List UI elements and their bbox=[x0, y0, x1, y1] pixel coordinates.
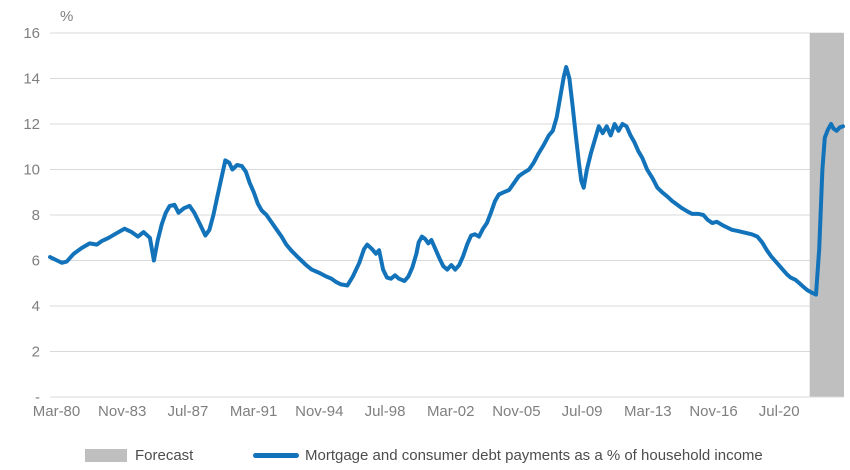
x-tick-label: Nov-94 bbox=[295, 403, 343, 420]
x-tick-label: Nov-83 bbox=[98, 403, 146, 420]
y-tick-label: 8 bbox=[32, 207, 40, 224]
x-tick-label: Jul-20 bbox=[759, 403, 800, 420]
y-tick-label: 4 bbox=[32, 298, 40, 315]
y-tick-label: 6 bbox=[32, 253, 40, 270]
forecast-swatch bbox=[85, 448, 127, 462]
y-tick-label: - bbox=[35, 389, 40, 406]
y-tick-label: 10 bbox=[23, 162, 40, 179]
y-axis-unit-label: % bbox=[60, 8, 74, 25]
series-legend-label: Mortgage and consumer debt payments as a… bbox=[305, 446, 763, 464]
debt-payments-line-chart: 16 14 12 10 8 6 4 2 -Mar-80 Nov-83 Jul-87 Mar-91 Nov… bbox=[23, 25, 845, 420]
debt-payments-line bbox=[48, 65, 845, 297]
x-tick-label: Nov-16 bbox=[689, 403, 737, 420]
y-tick-label: 16 bbox=[23, 25, 40, 42]
legend-item-series: Mortgage and consumer debt payments as a… bbox=[253, 440, 763, 470]
legend-item-forecast: Forecast bbox=[85, 440, 193, 470]
series-line-swatch bbox=[253, 452, 299, 458]
y-tick-label: 12 bbox=[23, 116, 40, 133]
x-tick-label: Jul-09 bbox=[562, 403, 603, 420]
legend: Forecast Mortgage and consumer debt paym… bbox=[0, 440, 850, 470]
x-tick-label: Jul-87 bbox=[167, 403, 208, 420]
forecast-legend-label: Forecast bbox=[135, 446, 194, 464]
y-tick-label: 2 bbox=[32, 344, 40, 361]
x-tick-label: Jul-98 bbox=[365, 403, 406, 420]
x-tick-label: Mar-02 bbox=[427, 403, 475, 420]
x-tick-label: Mar-13 bbox=[624, 403, 672, 420]
x-tick-label: Mar-91 bbox=[230, 403, 278, 420]
x-tick-label: Nov-05 bbox=[492, 403, 540, 420]
x-tick-label: Mar-80 bbox=[33, 403, 81, 420]
forecast-band bbox=[809, 33, 844, 397]
y-tick-label: 14 bbox=[23, 71, 40, 88]
